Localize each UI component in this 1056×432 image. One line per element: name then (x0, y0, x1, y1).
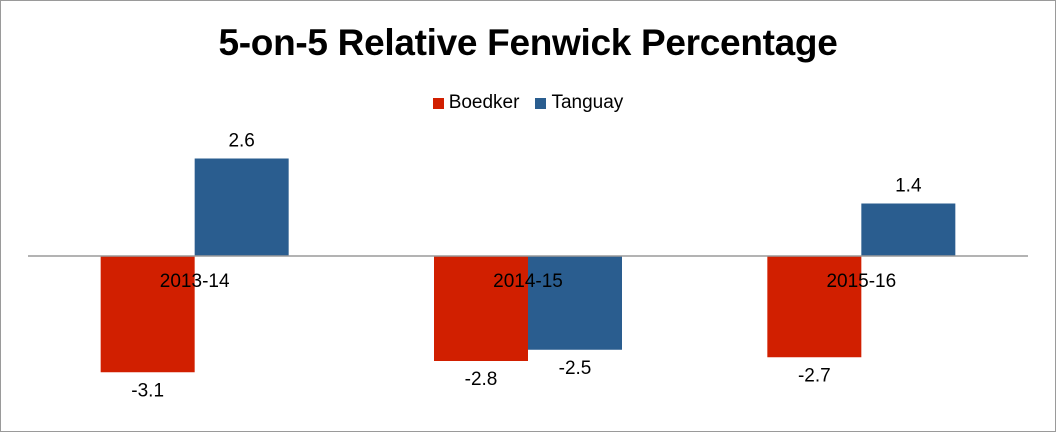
data-label-boedker-2015-16: -2.7 (798, 365, 831, 386)
data-label-boedker-2013-14: -3.1 (131, 380, 164, 401)
bar-tanguay-2013-14 (195, 159, 289, 257)
x-tick-label-2013-14: 2013-14 (160, 271, 230, 292)
data-label-boedker-2014-15: -2.8 (465, 369, 498, 390)
bar-tanguay-2015-16 (861, 204, 955, 257)
data-label-tanguay-2015-16: 1.4 (895, 176, 922, 197)
x-tick-label-2014-15: 2014-15 (493, 271, 563, 292)
x-tick-label-2015-16: 2015-16 (826, 271, 896, 292)
data-label-tanguay-2013-14: 2.6 (228, 131, 254, 152)
data-label-tanguay-2014-15: -2.5 (559, 358, 592, 379)
